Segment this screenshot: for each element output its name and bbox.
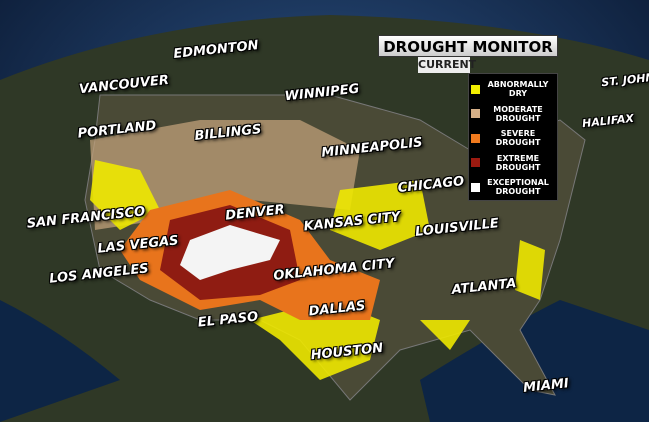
legend-swatch: [471, 109, 480, 119]
legend-label: MODERATE DROUGHT: [493, 104, 543, 123]
legend-label: EXTREME DROUGHT: [495, 153, 541, 172]
subtitle: CURRENT: [418, 57, 477, 73]
legend-item: ABNORMALLY DRY: [471, 77, 555, 102]
legend-item: EXCEPTIONAL DROUGHT: [471, 175, 555, 200]
legend-swatch: [471, 182, 480, 192]
legend-label: ABNORMALLY DRY: [487, 80, 549, 99]
legend-swatch: [471, 133, 480, 143]
legend-swatch: [471, 158, 480, 168]
title: DROUGHT MONITOR: [378, 35, 558, 57]
legend-label: EXCEPTIONAL DROUGHT: [487, 178, 549, 197]
legend-item: SEVERE DROUGHT: [471, 126, 555, 151]
legend-item: EXTREME DROUGHT: [471, 151, 555, 176]
legend-item: MODERATE DROUGHT: [471, 102, 555, 127]
legend: ABNORMALLY DRY MODERATE DROUGHT SEVERE DRO…: [468, 73, 558, 201]
legend-swatch: [471, 84, 480, 94]
legend-label: SEVERE DROUGHT: [495, 129, 541, 148]
